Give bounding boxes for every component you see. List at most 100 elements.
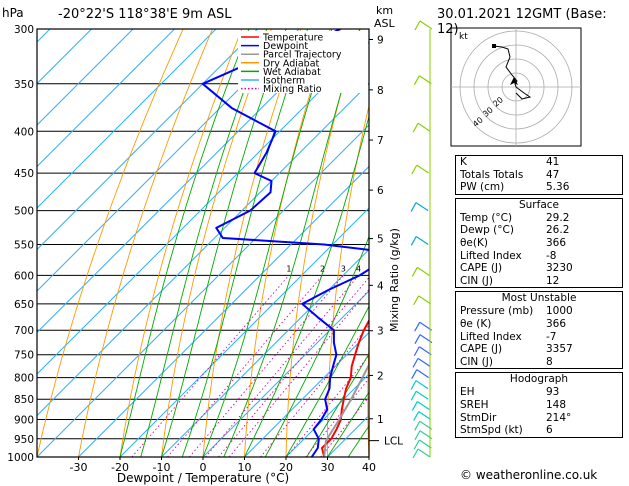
wind-barb: [418, 295, 431, 305]
km-tick-label: 4: [377, 280, 384, 292]
wind-barb: [416, 266, 430, 276]
row-value: 5.36: [546, 181, 570, 194]
wind-barb-flag: [410, 202, 417, 212]
mixing-ratio-label: 10: [405, 264, 415, 273]
isotherm-line: [37, 82, 369, 417]
storm-motion-marker: [510, 77, 518, 85]
row-value: 148: [546, 398, 567, 411]
table-row: SREH 148: [456, 399, 622, 412]
wind-barb-flag: [410, 390, 417, 401]
section-title: Most Unstable: [501, 292, 577, 305]
wind-barb-flag: [412, 448, 419, 459]
row-value: 1000: [546, 305, 573, 318]
table-row: Totals Totals 47: [456, 169, 622, 182]
row-key: Lifted Index: [460, 330, 522, 343]
stats-tables: K 41 Totals Totals 47 PW (cm) 5.36 Surface Tem…: [455, 155, 623, 441]
mixing-ratio-line: [286, 355, 369, 457]
wet-adiabat-line: [223, 29, 361, 457]
table-row: Lifted Index -7: [456, 331, 622, 344]
pressure-tick-label: 400: [14, 126, 34, 138]
wind-barbs: [410, 20, 433, 459]
table-row: θe(K) 366: [456, 237, 622, 250]
row-key: Lifted Index: [460, 249, 522, 262]
surface-table: Surface Temp (°C) 29.2 Dewp (°C) 26.2 θe(K) 36…: [455, 197, 623, 289]
pressure-tick-label: 900: [14, 415, 34, 427]
x-tick-label: 20: [279, 461, 293, 474]
pressure-tick-label: 850: [14, 394, 34, 406]
wind-barb: [419, 75, 432, 85]
copyright-footer: © weatheronline.co.uk: [460, 468, 598, 482]
row-key: K: [460, 156, 467, 168]
mixing-ratio-label: 4: [356, 264, 361, 273]
pressure-tick-label: 300: [14, 24, 34, 36]
wind-barb: [418, 346, 432, 356]
mixing-ratio-line: [189, 275, 344, 457]
mixing-ratio-label: 2: [320, 264, 325, 273]
location-title: -20°22'S 118°38'E 9m ASL: [58, 7, 232, 22]
legend-entry: Dewpoint: [263, 41, 308, 52]
isotherm-line: [37, 29, 341, 334]
table-row: K 41: [456, 156, 622, 169]
wind-barb: [415, 202, 429, 212]
table-row: CIN (J) 8: [456, 356, 622, 369]
row-value: 366: [546, 236, 567, 249]
dry-adiabat-line: [119, 29, 243, 457]
row-value: 366: [546, 317, 567, 330]
row-value: 12: [546, 274, 560, 287]
isotherm-line: [37, 29, 258, 251]
wind-barb: [416, 401, 430, 411]
wet-adiabat-line: [161, 29, 287, 457]
km-tick-label: 7: [377, 135, 384, 147]
wind-barb: [417, 357, 431, 367]
wind-barb-flag: [413, 295, 420, 306]
mixing-ratio-label: 6: [378, 264, 383, 273]
dry-adiabat-line: [161, 29, 272, 457]
pressure-tick-label: 350: [14, 79, 34, 91]
legend-entry: Isotherm: [263, 76, 305, 87]
row-value: 214°: [546, 411, 572, 424]
row-value: 26.2: [546, 224, 570, 237]
row-key: θe(K): [460, 236, 488, 249]
pressure-tick-label: 550: [14, 239, 34, 251]
indices-table: K 41 Totals Totals 47 PW (cm) 5.36: [455, 155, 623, 195]
legend-background: [238, 31, 368, 93]
wind-barb-flag: [410, 236, 417, 246]
x-tick-label: -10: [153, 461, 171, 474]
km-tick-label: 3: [377, 326, 384, 338]
wind-barb-flag: [413, 411, 420, 421]
pressure-tick-label: 450: [14, 168, 34, 180]
mixing-ratio-label: 1: [286, 264, 291, 273]
row-key: CAPE (J): [460, 262, 503, 275]
row-value: 3230: [546, 262, 573, 275]
row-key: StmSpd (kt): [460, 424, 523, 437]
table-row: Lifted Index -8: [456, 250, 622, 263]
legend-entry: Wet Adiabat: [263, 67, 321, 78]
table-row: EH 93: [456, 386, 622, 399]
wind-barb: [416, 369, 430, 379]
wet-adiabat-line: [140, 29, 268, 457]
row-value: 47: [546, 168, 560, 181]
row-key: Totals Totals: [460, 168, 524, 181]
wind-barb-flag: [411, 369, 418, 379]
isotherm-line: [37, 29, 300, 292]
row-key: Pressure (mb): [460, 305, 534, 318]
mixing-ratio-axis-label: Mixing Ratio (g/kg): [388, 228, 401, 332]
isotherm-line: [37, 41, 369, 375]
wind-barb: [417, 122, 431, 132]
x-tick-label: 10: [238, 461, 252, 474]
parcel-trajectory-curve: [323, 362, 369, 457]
row-key: StmDir: [460, 411, 497, 424]
row-key: EH: [460, 386, 475, 399]
most-unstable-table: Most Unstable Pressure (mb) 1000 θe (K) 366 L…: [455, 291, 623, 370]
row-value: 6: [546, 424, 553, 437]
wind-barb: [415, 390, 429, 400]
table-row: CAPE (J) 3230: [456, 262, 622, 275]
km-tick-label: 6: [377, 185, 384, 197]
isotherm-line: [37, 124, 369, 457]
km-tick-label: 5: [377, 234, 384, 246]
wind-barb-flag: [411, 164, 418, 175]
row-key: CIN (J): [460, 355, 493, 368]
legend-entry: Temperature: [262, 33, 323, 44]
wind-barb: [418, 439, 432, 449]
wind-barb-flag: [412, 358, 419, 368]
